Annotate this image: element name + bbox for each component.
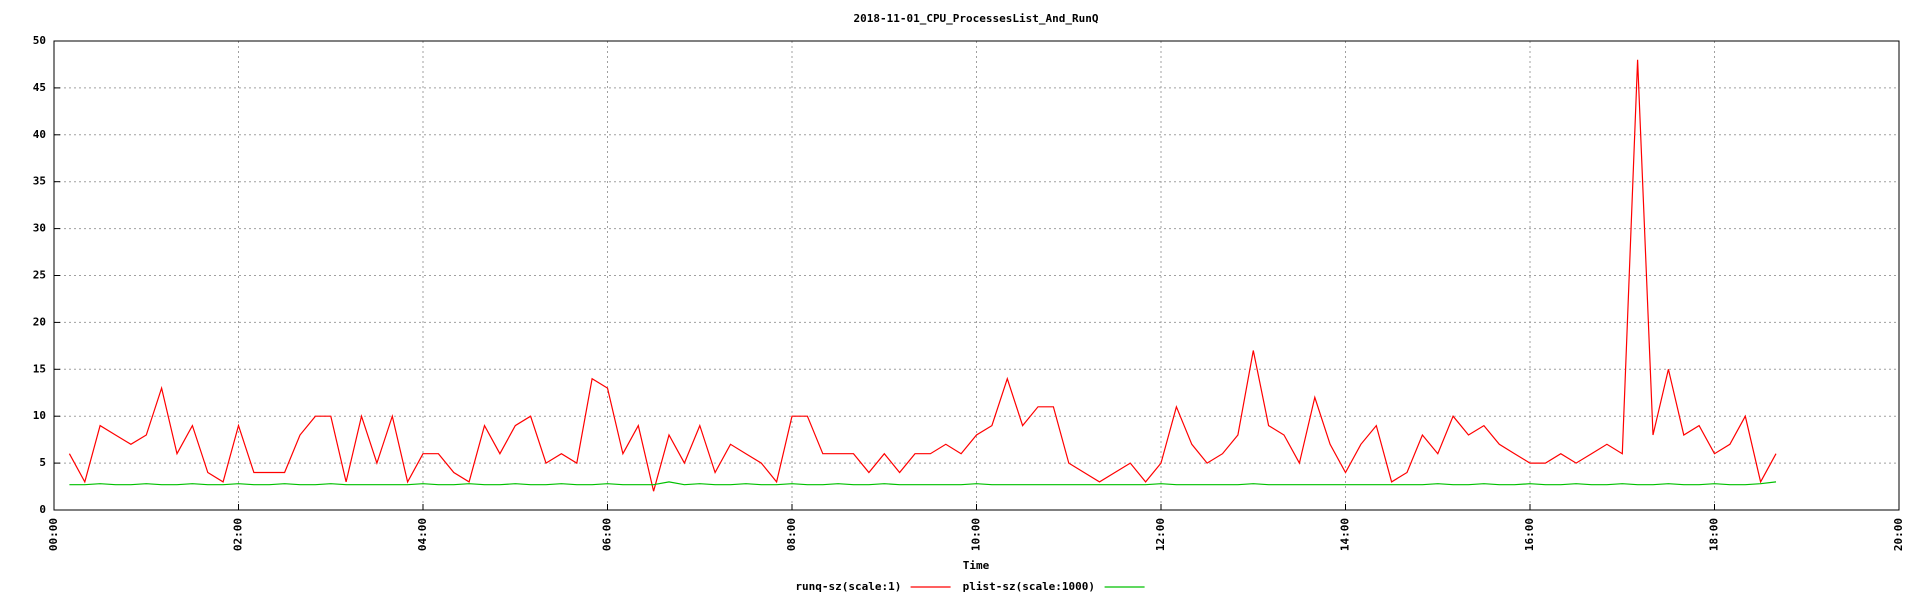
x-tick-label: 16:00 bbox=[1523, 518, 1536, 551]
legend-label: runq-sz(scale:1) bbox=[795, 580, 901, 593]
y-tick-label: 15 bbox=[33, 362, 46, 375]
x-tick-label: 08:00 bbox=[785, 518, 798, 551]
y-tick-label: 35 bbox=[33, 175, 46, 188]
x-tick-label: 20:00 bbox=[1892, 518, 1905, 551]
y-tick-label: 30 bbox=[33, 222, 46, 235]
x-tick-label: 00:00 bbox=[47, 518, 60, 551]
y-tick-label: 20 bbox=[33, 315, 46, 328]
x-tick-label: 18:00 bbox=[1708, 518, 1721, 551]
plot-frame bbox=[53, 40, 1900, 511]
series-line bbox=[69, 481, 1777, 486]
legend-label: plist-sz(scale:1000) bbox=[963, 580, 1095, 593]
chart-title: 2018-11-01_CPU_ProcessesList_And_RunQ bbox=[853, 12, 1098, 25]
y-tick-label: 50 bbox=[33, 34, 46, 47]
y-tick-label: 25 bbox=[33, 269, 46, 282]
x-tick-label: 10:00 bbox=[970, 518, 983, 551]
x-tick-label: 12:00 bbox=[1154, 518, 1167, 551]
series-line bbox=[68, 59, 1777, 492]
y-tick-label: 40 bbox=[33, 128, 46, 141]
y-tick-label: 5 bbox=[39, 456, 46, 469]
x-tick-label: 14:00 bbox=[1339, 518, 1352, 551]
x-tick-label: 02:00 bbox=[232, 518, 245, 551]
y-tick-label: 10 bbox=[33, 409, 46, 422]
x-tick-label: 06:00 bbox=[601, 518, 614, 551]
y-tick-label: 0 bbox=[39, 503, 46, 516]
x-axis-label: Time bbox=[963, 559, 990, 572]
y-tick-label: 45 bbox=[33, 81, 46, 94]
x-tick-label: 04:00 bbox=[416, 518, 429, 551]
